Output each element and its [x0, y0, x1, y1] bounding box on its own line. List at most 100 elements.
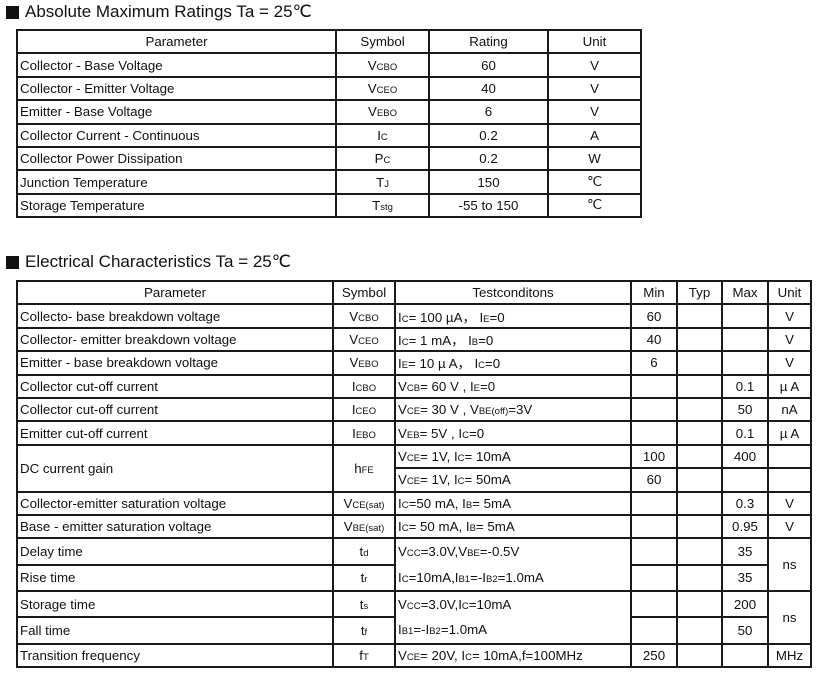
- subscript: E: [483, 313, 490, 325]
- max-cell: [721, 326, 769, 353]
- column-header: Parameter: [16, 279, 334, 306]
- typ-cell: [676, 563, 723, 593]
- conditions-cell: VCB= 60 V , IE=0: [394, 373, 632, 399]
- symbol-cell: ts: [332, 590, 396, 619]
- text-segment: =10mA,I: [408, 569, 459, 585]
- column-header: Unit: [767, 279, 812, 306]
- table-row: Junction Temperature TJ 150 ℃: [16, 169, 642, 195]
- text-segment: V: [398, 448, 407, 464]
- text-segment: V: [368, 104, 377, 120]
- min-cell: [630, 490, 678, 516]
- parameter-cell: Collector - Base Voltage: [16, 52, 337, 78]
- symbol-cell: tf: [332, 616, 396, 645]
- symbol-cell: fT: [332, 642, 396, 669]
- typ-cell: [676, 642, 723, 669]
- symbol-cell: VCBO: [332, 303, 396, 329]
- typ-cell: [676, 303, 723, 329]
- text-segment: V: [398, 425, 407, 441]
- subscript: CE: [406, 406, 421, 418]
- text-segment: t: [359, 543, 364, 559]
- subscript: B2: [485, 573, 498, 585]
- typ-cell: [676, 467, 723, 493]
- conditions-cell: VCC=3.0V,VBE=-0.5V IC=10mA,IB1=-IB2=1.0mA: [394, 537, 632, 593]
- parameter-cell: Junction Temperature: [16, 169, 337, 195]
- conditions-line: IB1=-IB2=1.0mA: [397, 617, 629, 641]
- typ-cell: [676, 396, 723, 423]
- text-segment: V: [349, 331, 359, 347]
- conditions-line: VCC=3.0V,IC=10mA: [397, 593, 629, 617]
- table-row: Collector - Emitter Voltage VCEO 40 V: [16, 75, 642, 102]
- subscript: CE: [406, 476, 421, 488]
- column-header: Symbol: [335, 28, 430, 55]
- subscript: C: [457, 476, 465, 488]
- subscript: CEO: [358, 335, 379, 347]
- column-header: Parameter: [16, 28, 337, 55]
- min-cell: 6: [630, 350, 678, 376]
- text-segment: P: [374, 151, 384, 167]
- table-row: VCE= 1V, IC= 50mA 60: [17, 467, 812, 493]
- symbol-cell: IC: [335, 122, 430, 148]
- text-segment: I: [398, 495, 402, 511]
- typ-cell: [676, 537, 723, 566]
- parameter-cell: Emitter - base breakdown voltage: [16, 350, 334, 376]
- subscript: s: [363, 600, 369, 612]
- table-row: Base - emitter saturation voltage VBE(sat…: [16, 513, 812, 540]
- text-segment: I: [398, 519, 402, 535]
- subscript: B2: [429, 626, 441, 638]
- subscript: E: [401, 360, 409, 372]
- typ-cell: [676, 326, 723, 353]
- conditions-cell: VCE= 1V, IC= 50mA: [394, 467, 632, 493]
- min-cell: [630, 537, 678, 566]
- table-row: Fall time tf 50: [16, 616, 811, 645]
- text-segment: = 50 mA, I: [408, 519, 470, 535]
- parameter-cell: Collector Current - Continuous: [16, 122, 337, 148]
- max-cell: [721, 303, 769, 329]
- subscript: CC: [406, 601, 421, 613]
- table-row: Collector cut-off current ICEO VCE= 30 V ,…: [16, 396, 812, 423]
- table-header-row: Parameter Symbol Rating Unit: [16, 28, 642, 55]
- text-segment: =-I: [413, 622, 430, 638]
- max-cell: 400: [721, 443, 769, 470]
- unit-cell: µ A: [767, 373, 812, 399]
- min-cell: 60: [630, 467, 678, 493]
- max-cell: 50: [721, 616, 769, 645]
- conditions-cell: VEB= 5V , IC=0: [394, 420, 632, 446]
- parameter-cell: Storage time: [16, 590, 334, 619]
- column-header: Max: [721, 279, 769, 306]
- parameter-cell: Collector cut-off current: [16, 373, 334, 399]
- max-cell: 35: [721, 563, 769, 593]
- text-segment: I: [352, 425, 356, 441]
- table-row: DC current gain hFE VCE= 1V, IC= 10mA 100 40…: [16, 443, 812, 493]
- subscript: CC: [406, 548, 421, 560]
- text-segment: =10mA: [468, 597, 512, 613]
- min-cell: [630, 373, 678, 399]
- text-segment: =1.0mA: [497, 569, 544, 585]
- text-segment: = 30 V , V: [420, 402, 479, 418]
- conditions-cell: VCC=3.0V,IC=10mA IB1=-IB2=1.0mA: [394, 590, 632, 645]
- conditions-cell: VCE= 20V, IC= 10mA,f=100MHz: [394, 642, 632, 669]
- subscript: CE: [406, 452, 421, 464]
- max-cell: 0.3: [721, 490, 769, 516]
- subscript: CB: [406, 382, 421, 394]
- text-segment: =1.0mA: [440, 622, 488, 638]
- text-segment: t: [359, 596, 364, 612]
- text-segment: I: [351, 378, 356, 394]
- subscript: r: [364, 574, 368, 586]
- conditions-cell: IC= 100 µA， IE=0: [394, 303, 632, 329]
- unit-cell: V: [547, 52, 642, 78]
- parameter-cell: Emitter cut-off current: [16, 420, 334, 446]
- min-cell: [630, 563, 678, 593]
- unit-cell: MHz: [767, 642, 812, 669]
- section-title-absolute-max: Absolute Maximum Ratings Ta = 25℃: [6, 1, 312, 23]
- bullet-square-icon: [6, 5, 19, 19]
- table-row: Collector - Base Voltage VCBO 60 V: [16, 52, 642, 78]
- unit-cell: V: [767, 513, 812, 540]
- column-header: Symbol: [332, 279, 396, 306]
- typ-cell: [676, 590, 723, 619]
- parameter-cell: Collector-emitter saturation voltage: [16, 490, 334, 516]
- text-segment: I: [377, 127, 381, 143]
- min-cell: 40: [630, 326, 678, 353]
- rating-cell: 150: [428, 169, 549, 195]
- parameter-cell: Emitter - Base Voltage: [16, 99, 337, 125]
- min-cell: 60: [630, 303, 678, 329]
